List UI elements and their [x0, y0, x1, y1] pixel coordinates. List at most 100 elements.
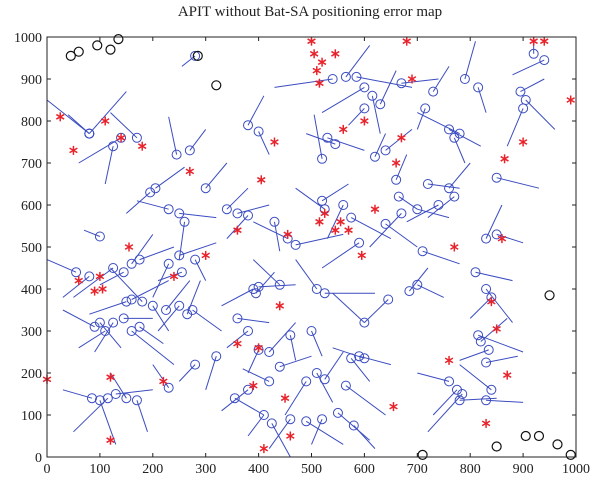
- anchor-point: [360, 116, 369, 126]
- error-line: [332, 347, 365, 359]
- estimate-point: [473, 82, 484, 93]
- estimate-point: [301, 376, 312, 387]
- estimate-point: [359, 82, 370, 93]
- estimate-point: [491, 229, 502, 240]
- error-line: [179, 212, 217, 219]
- anchor-point: [106, 372, 115, 382]
- anchor-point: [566, 95, 575, 105]
- y-tick-label: 0: [35, 451, 42, 466]
- anchor-point: [233, 225, 242, 235]
- estimate-point: [211, 351, 222, 362]
- estimate-point: [311, 368, 322, 378]
- error-line: [477, 87, 487, 113]
- anchor-point: [106, 435, 115, 445]
- estimate-point: [243, 326, 254, 336]
- error-line: [512, 59, 545, 76]
- y-tick-label: 200: [21, 367, 42, 382]
- anchor-stroke: [539, 38, 549, 45]
- y-tick-label: 400: [21, 283, 42, 298]
- error-line: [313, 114, 323, 159]
- unlocalized-point: [565, 449, 576, 460]
- y-tick-label: 100: [21, 409, 42, 424]
- anchor-stroke: [95, 273, 105, 280]
- estimate-point: [383, 294, 394, 305]
- y-tick-label: 800: [21, 115, 42, 130]
- anchor-stroke: [74, 277, 84, 284]
- estimate-point: [163, 204, 174, 215]
- anchor-stroke: [137, 143, 147, 150]
- estimate-point: [126, 258, 137, 269]
- anchor-point: [331, 225, 340, 235]
- error-line: [178, 364, 196, 382]
- error-line: [234, 397, 265, 416]
- anchor-stroke: [256, 176, 266, 183]
- error-line: [155, 166, 185, 189]
- error-line: [327, 137, 365, 151]
- unlocalized-point: [533, 430, 545, 442]
- anchor-stroke: [280, 395, 290, 402]
- error-line: [274, 78, 333, 88]
- error-line: [247, 349, 260, 374]
- anchor-stroke: [566, 97, 575, 103]
- estimate-point: [266, 418, 277, 429]
- estimate-point: [306, 326, 317, 336]
- estimate-point: [171, 149, 182, 160]
- error-line: [152, 263, 170, 298]
- anchor-point: [357, 250, 367, 260]
- anchor-stroke: [116, 134, 126, 141]
- estimate-point: [176, 267, 187, 278]
- x-tick-label: 400: [248, 462, 269, 477]
- anchor-point: [389, 402, 398, 412]
- estimate-point: [515, 86, 526, 97]
- error-line: [459, 397, 497, 401]
- anchor-stroke: [309, 50, 319, 57]
- error-line: [89, 301, 127, 315]
- unlocalized-point: [65, 50, 76, 62]
- estimate-point: [332, 407, 343, 418]
- anchor-point: [270, 137, 279, 147]
- x-tick-label: 500: [301, 462, 322, 477]
- estimate-point: [475, 336, 486, 347]
- anchor-point: [233, 339, 242, 349]
- error-line: [324, 351, 344, 380]
- error-line: [305, 420, 344, 445]
- estimate-point: [393, 191, 404, 202]
- estimate-point: [459, 74, 470, 84]
- unlocalized-point: [113, 33, 124, 45]
- estimate-point: [351, 71, 362, 82]
- estimate-point: [84, 128, 95, 139]
- estimate-point: [190, 359, 201, 370]
- estimate-point: [375, 99, 386, 110]
- error-line: [78, 330, 106, 349]
- anchor-stroke: [317, 59, 327, 66]
- estimate-point: [346, 353, 357, 364]
- estimate-point: [190, 50, 201, 61]
- anchor-stroke: [106, 437, 115, 444]
- error-line: [427, 196, 455, 218]
- anchor-stroke: [98, 286, 107, 292]
- anchor-point: [518, 137, 528, 147]
- anchor-point: [286, 431, 295, 441]
- anchor-point: [280, 393, 290, 403]
- anchor-point: [116, 133, 126, 143]
- estimate-point: [264, 376, 275, 387]
- error-line: [186, 280, 201, 315]
- estimate-point: [444, 376, 455, 387]
- error-line: [448, 128, 482, 147]
- estimate-point: [311, 284, 322, 294]
- anchor-stroke: [487, 298, 496, 305]
- anchor-stroke: [185, 168, 195, 175]
- anchor-stroke: [444, 357, 454, 364]
- error-line: [221, 288, 254, 307]
- x-tick-label: 200: [142, 462, 163, 477]
- error-line: [165, 280, 191, 311]
- estimate-point: [134, 254, 145, 265]
- axis-ticks: 0 100 200 300 400 500 600 700 800 900 1000 0 100 200 3…: [14, 31, 590, 477]
- estimate-point: [367, 90, 378, 101]
- anchor-stroke: [159, 378, 168, 385]
- estimate-point: [243, 120, 254, 131]
- error-line: [506, 108, 524, 147]
- anchor-stroke: [275, 302, 285, 309]
- estimate-point: [348, 420, 359, 431]
